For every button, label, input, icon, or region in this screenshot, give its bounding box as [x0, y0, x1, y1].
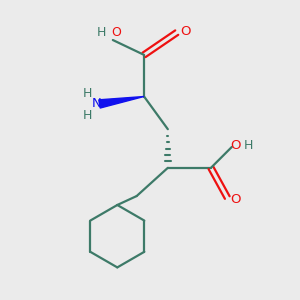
- Text: H: H: [243, 139, 253, 152]
- Text: H: H: [82, 109, 92, 122]
- Polygon shape: [99, 97, 144, 108]
- Text: O: O: [230, 194, 241, 206]
- Text: O: O: [180, 25, 190, 38]
- Text: N: N: [92, 98, 101, 110]
- Text: O: O: [112, 26, 122, 39]
- Text: O: O: [230, 139, 241, 152]
- Text: H: H: [82, 87, 92, 100]
- Text: H: H: [97, 26, 106, 39]
